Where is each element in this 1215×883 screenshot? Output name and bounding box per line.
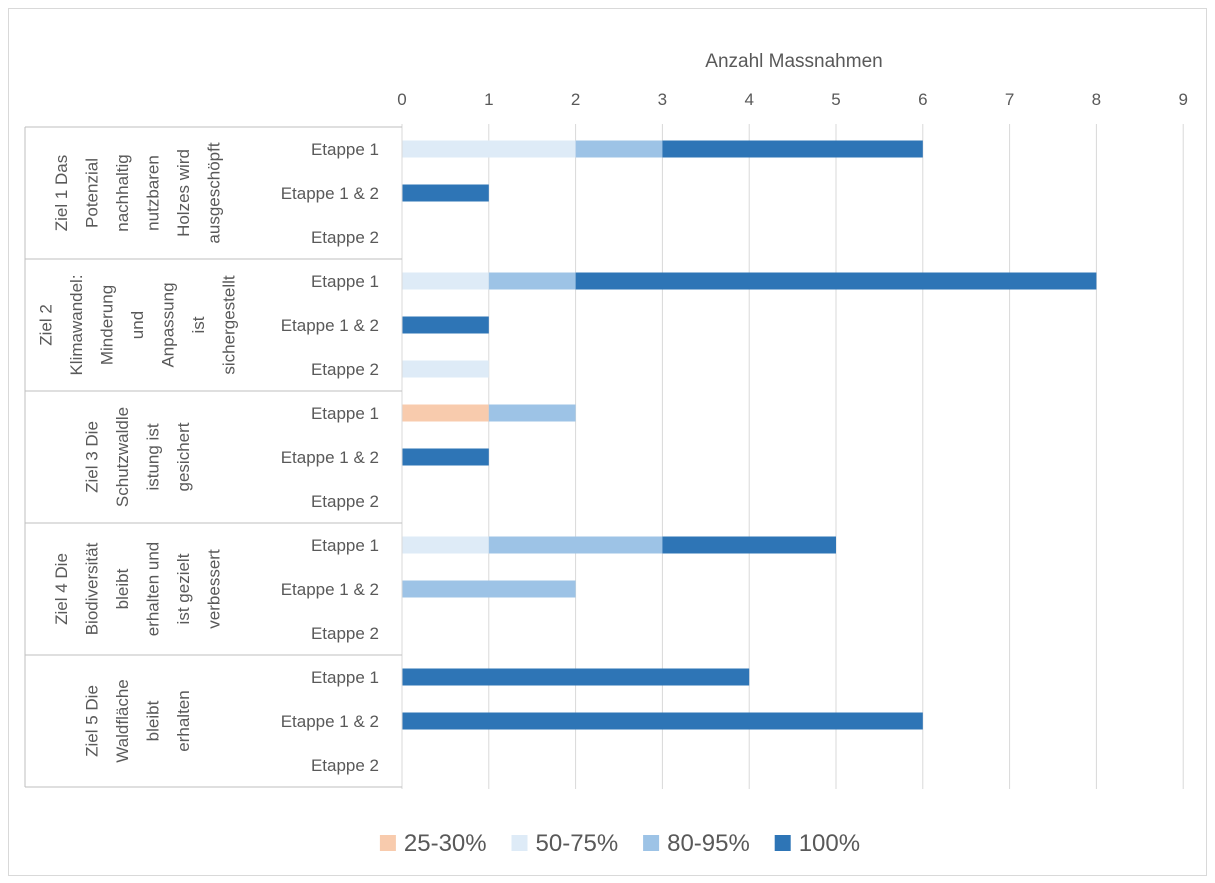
legend-label: 50-75% bbox=[536, 830, 619, 857]
x-axis-title: Anzahl Massnahmen bbox=[705, 51, 882, 72]
bar-segment bbox=[402, 184, 489, 202]
chart-frame: 0 1 2 3 4 5 6 7 8 9 Ziel 1 Das Potenzial nachhaltig… bbox=[8, 8, 1207, 876]
group-label-line: bleibt bbox=[113, 568, 132, 609]
x-tick-label: 9 bbox=[1178, 90, 1187, 109]
group-label-line: erhalten und bbox=[143, 542, 162, 637]
legend-swatch bbox=[643, 835, 660, 851]
legend: 25-30% 50-75% 80-95% 100% bbox=[379, 830, 860, 857]
legend-swatch bbox=[379, 835, 396, 851]
group-label-line: istung ist bbox=[143, 423, 162, 490]
stage-label: Etappe 1 & 2 bbox=[281, 448, 379, 467]
bar-segment bbox=[402, 712, 923, 730]
bars bbox=[402, 140, 1097, 730]
category-labels: Ziel 1 Das Potenzial nachhaltig nutzbaren Ho… bbox=[37, 140, 380, 775]
x-tick-label: 7 bbox=[1005, 90, 1014, 109]
bar-segment bbox=[402, 668, 750, 686]
group-label-line: Klimawandel: bbox=[67, 274, 86, 375]
group-label-line: Biodiversität bbox=[82, 542, 101, 635]
stage-label: Etappe 1 & 2 bbox=[281, 184, 379, 203]
bar-segment bbox=[402, 316, 489, 334]
bar-segment bbox=[402, 140, 576, 158]
stage-label: Etappe 1 bbox=[311, 536, 379, 555]
stage-label: Etappe 1 & 2 bbox=[281, 580, 379, 599]
gridlines bbox=[488, 124, 1184, 789]
group-label: Ziel 2 Klimawandel: Minderung und Anpassung i… bbox=[37, 274, 239, 375]
group-label: Ziel 1 Das Potenzial nachhaltig nutzbaren Ho… bbox=[52, 142, 224, 243]
bar-segment bbox=[402, 448, 489, 466]
axes: 0 1 2 3 4 5 6 7 8 9 bbox=[24, 90, 1188, 789]
group-label-line: Waldfläche bbox=[113, 679, 132, 762]
bar-segment bbox=[402, 580, 576, 598]
group-label: Ziel 5 Die Waldfläche bleibt erhalten bbox=[82, 679, 193, 762]
group-label-line: verbessert bbox=[204, 549, 223, 629]
legend-label: 100% bbox=[799, 830, 860, 857]
stage-label: Etappe 2 bbox=[311, 360, 379, 379]
x-tick-label: 8 bbox=[1092, 90, 1101, 109]
stage-label: Etappe 1 bbox=[311, 272, 379, 291]
stage-label: Etappe 1 & 2 bbox=[281, 316, 379, 335]
x-tick-label: 3 bbox=[658, 90, 667, 109]
legend-swatch bbox=[511, 835, 528, 851]
x-tick-label: 5 bbox=[831, 90, 840, 109]
stage-label: Etappe 2 bbox=[311, 228, 379, 247]
stage-label: Etappe 1 bbox=[311, 140, 379, 159]
group-label-line: Ziel 1 Das bbox=[52, 155, 71, 232]
bar-segment bbox=[575, 140, 663, 158]
group-label-line: Holzes wird bbox=[174, 149, 193, 237]
group-label-line: ist bbox=[189, 316, 208, 333]
group-label-line: Ziel 3 Die bbox=[82, 421, 101, 493]
group-label-line: Potenzial bbox=[82, 158, 101, 228]
bar-segment bbox=[402, 272, 489, 290]
stage-label: Etappe 2 bbox=[311, 756, 379, 775]
x-tick-label: 1 bbox=[484, 90, 493, 109]
group-label-line: und bbox=[128, 311, 147, 339]
group-label-line: nutzbaren bbox=[143, 155, 162, 231]
group-label-line: Minderung bbox=[98, 285, 117, 365]
group-label-line: ist gezielt bbox=[174, 553, 193, 624]
group-label-line: Ziel 4 Die bbox=[52, 553, 71, 625]
stage-label: Etappe 1 & 2 bbox=[281, 712, 379, 731]
bar-segment bbox=[488, 536, 663, 554]
bar-segment bbox=[402, 536, 489, 554]
group-label-line: erhalten bbox=[174, 690, 193, 751]
bar-segment bbox=[575, 272, 1097, 290]
bar-segment bbox=[402, 360, 489, 378]
group-label-line: ausgeschöpft bbox=[204, 142, 223, 243]
x-tick-label: 0 bbox=[397, 90, 406, 109]
stage-label: Etappe 1 bbox=[311, 668, 379, 687]
group-label-line: Schutzwaldle bbox=[113, 407, 132, 507]
legend-swatch bbox=[774, 835, 791, 851]
stage-label: Etappe 2 bbox=[311, 624, 379, 643]
x-tick-label: 4 bbox=[744, 90, 753, 109]
group-label-line: Ziel 5 Die bbox=[82, 685, 101, 757]
stage-label: Etappe 1 bbox=[311, 404, 379, 423]
stage-label: Etappe 2 bbox=[311, 492, 379, 511]
group-label: Ziel 3 Die Schutzwaldle istung ist gesicher… bbox=[82, 407, 193, 507]
bar-segment bbox=[402, 404, 489, 422]
group-label-line: sichergestellt bbox=[220, 275, 239, 374]
group-label-line: bleibt bbox=[143, 700, 162, 741]
bar-segment bbox=[488, 404, 576, 422]
group-label-line: Ziel 2 bbox=[37, 304, 56, 346]
legend-label: 80-95% bbox=[667, 830, 750, 857]
group-label-line: gesichert bbox=[174, 422, 193, 491]
x-tick-label: 2 bbox=[571, 90, 580, 109]
bar-segment bbox=[488, 272, 576, 290]
bar-segment bbox=[662, 536, 836, 554]
group-label-line: Anpassung bbox=[159, 282, 178, 367]
bar-segment bbox=[662, 140, 923, 158]
stacked-bar-chart: 0 1 2 3 4 5 6 7 8 9 Ziel 1 Das Potenzial nachhaltig… bbox=[24, 51, 1188, 857]
group-label: Ziel 4 Die Biodiversität bleibt erhalten un… bbox=[52, 542, 224, 637]
group-label-line: nachhaltig bbox=[113, 154, 132, 232]
legend-label: 25-30% bbox=[404, 830, 487, 857]
x-tick-label: 6 bbox=[918, 90, 927, 109]
